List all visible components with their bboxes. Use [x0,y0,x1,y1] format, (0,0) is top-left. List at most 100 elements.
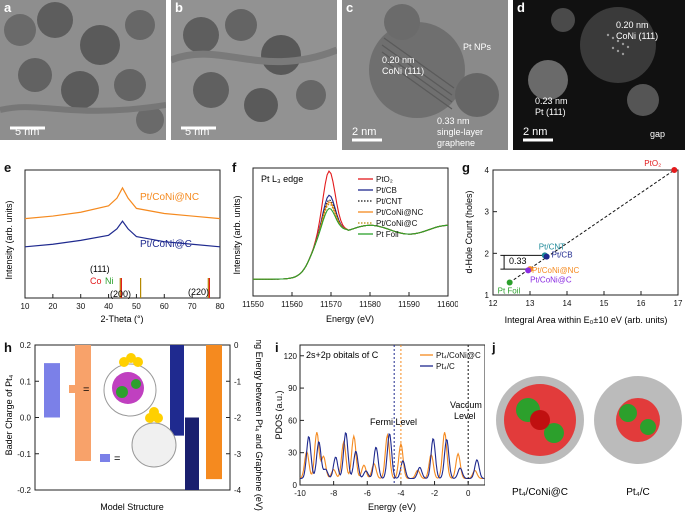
panel-label-f: f [232,160,237,175]
e-xtick-label-6: 70 [188,302,197,311]
h-ytick-left-label-2: 0.0 [20,414,32,423]
panel-d-haadf-image [513,0,685,150]
h-legend-blue [100,454,110,462]
h-eq-2: = [114,453,120,465]
chart-f-xanes: Intensity (arb. units) Pt L₃ edge PtO₂ Pt… [232,167,458,324]
e-xtick-label-5: 60 [160,302,169,311]
e-ni-label: Ni [105,276,114,286]
e-peak-111: (111) [90,264,110,274]
h-legend-orange [69,385,79,393]
e-co-label: Co [90,276,102,286]
g-xtick-label-1: 13 [526,299,535,308]
h-bar-1 [185,417,199,490]
g-point-label-0: PtO₂ [644,160,661,168]
e-xtick-label-4: 50 [132,302,141,311]
f-series-0 [253,170,449,280]
h-ylabel-left: Bader Charge of Pt₄ [4,374,14,455]
h-ytick-right-label-3: -1 [234,377,242,386]
c-ann-pt: Pt NPs [463,42,492,52]
g-point-4 [525,267,532,274]
i-vacuum-2: Level [454,411,476,421]
e-xtick-label-2: 30 [76,302,85,311]
h-model-c [131,407,177,468]
g-ytick-label-2: 3 [485,208,490,217]
j-label-left: Pt₄/CoNi@C [512,487,568,498]
h-bar-4 [206,345,222,480]
d-ann-coni-2: CoNi (111) [616,31,659,41]
g-xtick-label-2: 14 [563,299,572,308]
g-ytick-label-3: 4 [485,166,490,175]
panel-label-h: h [4,340,12,355]
g-ytick-label-0: 1 [485,291,490,300]
f-legend-label-4: Pt/CoNi@C [376,219,418,228]
chart-e-xrd: Intensity (arb. units) Pt/CoNi@NC Pt/CoN… [4,169,225,324]
d-ann-coni-1: 0.20 nm [616,20,649,30]
h-xlabel: Model Structure [100,502,164,512]
f-title: Pt L₃ edge [261,174,303,184]
g-ylabel: d-Hole Count (holes) [464,190,474,273]
h-ytick-left-label-3: 0.1 [20,377,32,386]
panel-label-b: b [175,0,183,15]
j-label-right: Pt₄/C [626,487,650,498]
i-fermi: Fermi Level [370,417,417,427]
h-ytick-left-label-0: -0.2 [17,486,31,495]
g-point-2 [543,253,550,260]
d-ann-pt-1: 0.23 nm [535,96,568,106]
h-bar-0 [44,363,60,418]
i-xlabel: Energy (eV) [368,502,416,512]
g-xtick-label-5: 17 [674,299,683,308]
e-peak-220: (220) [188,287,209,297]
f-xtick-label-5: 11600 [437,300,458,309]
chart-i-pdos: PDOS (a.u.) 2s+2p obitals of C Pt₄/CoNi@… [274,344,485,512]
e-xtick-label-7: 80 [216,302,225,311]
i-xtick-label-5: 0 [466,489,471,498]
e-label-nc: Pt/CoNi@NC [140,192,199,203]
panel-label-c: c [346,0,354,15]
g-trend-line [509,169,675,283]
i-legend-label-1: Pt₄/C [436,362,455,371]
g-xtick-label-3: 15 [600,299,609,308]
chart-h-bader: Bader Charge of Pt₄ Binding Energy betwe… [4,340,264,512]
f-xtick-label-1: 11560 [281,300,303,309]
g-point-label-2: Pt/CB [552,251,573,260]
c-ann-graphene-2: single-layer [437,127,484,137]
g-xtick-label-0: 12 [489,299,498,308]
i-xtick-label-3: -4 [397,489,405,498]
panel-label-e: e [4,160,12,175]
panel-label-g: g [462,160,470,175]
g-point-label-5: Pt Foil [498,287,521,296]
g-ytick-label-1: 2 [485,249,490,258]
panel-a-tem-image [0,0,166,140]
h-ytick-right-label-4: 0 [234,341,239,350]
f-legend-label-0: PtO₂ [376,175,393,184]
i-legend-label-0: Pt₄/CoNi@C [436,351,481,360]
h-model-coni [103,353,157,417]
e-xlabel: 2-Theta (°) [100,314,143,324]
g-point-label-4: Pt/CoNi@C [530,275,572,284]
f-xtick-label-3: 11580 [359,300,381,309]
scale-bar-c: 2 nm [352,126,377,138]
i-xtick-label-2: -6 [364,489,372,498]
f-ylabel: Intensity (arb. units) [232,195,242,274]
f-xtick-label-4: 11590 [398,300,420,309]
e-xtick-label-3: 40 [104,302,113,311]
panel-label-i: i [275,340,279,355]
j-structure-left [496,376,584,464]
i-series-1 [300,431,485,480]
f-legend-label-2: Pt/CNT [376,197,402,206]
panel-label-j: j [492,340,496,355]
i-xtick-label-1: -8 [330,489,338,498]
f-xlabel: Energy (eV) [326,314,374,324]
e-series-0 [24,186,221,220]
panel-c-hrtem-image [342,0,508,150]
h-bar-2 [75,345,91,461]
i-series-0 [299,432,485,480]
c-ann-lattice-2: CoNi (111) [382,66,425,76]
scale-bar-d: 2 nm [523,126,548,138]
f-series-5 [253,207,449,280]
g-xlabel: Integral Area within E₀±10 eV (arb. unit… [505,315,668,325]
h-bar-3 [170,345,184,436]
j-structure-right [594,376,682,464]
e-label-c: Pt/CoNi@C [140,239,192,250]
